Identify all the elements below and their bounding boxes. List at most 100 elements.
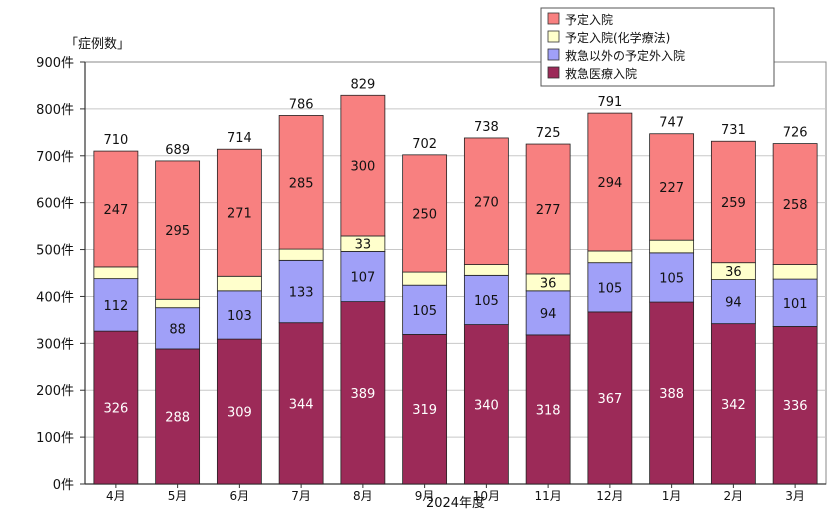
data-label: 112 (103, 299, 128, 314)
bar-segment (649, 239, 695, 254)
bar-segment (93, 150, 139, 268)
data-label: 344 (289, 397, 314, 412)
x-tick-label: 2月 (724, 489, 744, 503)
bar-segment (587, 262, 633, 313)
bar-segment (649, 252, 695, 303)
bar-segment (155, 160, 201, 300)
x-tick-label: 9月 (415, 489, 435, 503)
x-tick-label: 3月 (785, 489, 805, 503)
total-label: 731 (721, 123, 746, 138)
y-tick-label: 700件 (36, 150, 74, 165)
data-label: 94 (725, 296, 742, 311)
y-tick-label: 800件 (36, 103, 74, 118)
bar-segment (463, 324, 509, 485)
x-tick-label: 12月 (596, 489, 623, 503)
bar-segment (587, 250, 633, 264)
data-label: 105 (412, 304, 437, 319)
total-label: 786 (289, 97, 314, 112)
total-label: 710 (103, 133, 128, 148)
total-label: 702 (412, 137, 437, 152)
bar-segment (93, 330, 139, 485)
bar-segment (587, 311, 633, 485)
data-label: 36 (540, 276, 557, 291)
data-label: 88 (169, 322, 186, 337)
data-label: 342 (721, 398, 746, 413)
total-label: 726 (783, 126, 808, 141)
x-tick-label: 10月 (473, 489, 500, 503)
legend-swatch (547, 66, 560, 79)
bar-segment (402, 284, 448, 335)
total-label: 829 (350, 77, 375, 92)
bar-segment (216, 275, 262, 292)
bar-segment (340, 301, 386, 485)
bar-segment (525, 143, 571, 275)
bar-segment (710, 279, 756, 325)
data-label: 319 (412, 403, 437, 418)
data-label: 300 (350, 160, 375, 175)
x-tick-label: 11月 (534, 489, 561, 503)
y-tick-label: 300件 (36, 337, 74, 352)
total-label: 689 (165, 143, 190, 158)
data-label: 288 (165, 410, 190, 425)
x-tick-label: 4月 (106, 489, 126, 503)
x-axis-label: 2024年度 (426, 495, 485, 511)
bar-segment (278, 248, 324, 261)
data-label: 105 (474, 294, 499, 309)
bar-segment (772, 326, 818, 485)
bar-segment (402, 154, 448, 273)
data-label: 105 (597, 281, 622, 296)
bar-segment (216, 148, 262, 277)
y-tick-label: 500件 (36, 244, 74, 259)
bar-segment (649, 301, 695, 485)
bar-segment (649, 133, 695, 241)
bar-segment (155, 298, 201, 309)
y-tick-label: 400件 (36, 290, 74, 305)
data-label: 270 (474, 195, 499, 210)
bar-segment (463, 137, 509, 265)
data-label: 309 (227, 406, 252, 421)
data-label: 258 (783, 198, 808, 213)
bar-segment (278, 115, 324, 250)
legend-swatch (547, 48, 560, 61)
bar-segment (93, 266, 139, 280)
y-axis-label: 「症例数」 (65, 37, 130, 52)
legend-label: 救急以外の予定外入院 (565, 48, 685, 63)
data-label: 107 (350, 271, 375, 286)
x-tick-label: 1月 (662, 489, 682, 503)
bar-segment (155, 348, 201, 485)
x-tick-label: 8月 (353, 489, 373, 503)
plot-area (84, 61, 827, 485)
data-label: 133 (289, 286, 314, 301)
total-label: 714 (227, 131, 252, 146)
y-tick-label: 600件 (36, 197, 74, 212)
data-label: 33 (355, 238, 372, 253)
bar-segment (216, 290, 262, 340)
bar-segment (772, 264, 818, 280)
data-label: 271 (227, 207, 252, 222)
legend-swatch (547, 30, 560, 43)
y-tick-label: 100件 (36, 431, 74, 446)
y-tick-label: 200件 (36, 384, 74, 399)
data-label: 389 (350, 387, 375, 402)
bar-segment (525, 290, 571, 336)
total-label: 791 (597, 95, 622, 110)
data-label: 101 (783, 297, 808, 312)
total-label: 738 (474, 120, 499, 135)
data-label: 250 (412, 207, 437, 222)
bar-segment (93, 278, 139, 332)
data-label: 285 (289, 176, 314, 191)
bar-segment (463, 274, 509, 325)
y-tick-label: 0件 (53, 478, 74, 493)
data-label: 295 (165, 224, 190, 239)
data-label: 227 (659, 181, 684, 196)
legend-swatch (547, 12, 560, 25)
data-label: 340 (474, 398, 499, 413)
x-tick-label: 5月 (168, 489, 188, 503)
data-label: 294 (597, 176, 622, 191)
legend-label: 救急医療入院 (565, 66, 637, 81)
bar-segment (402, 334, 448, 485)
bar-segment (155, 307, 201, 350)
data-label: 103 (227, 309, 252, 324)
